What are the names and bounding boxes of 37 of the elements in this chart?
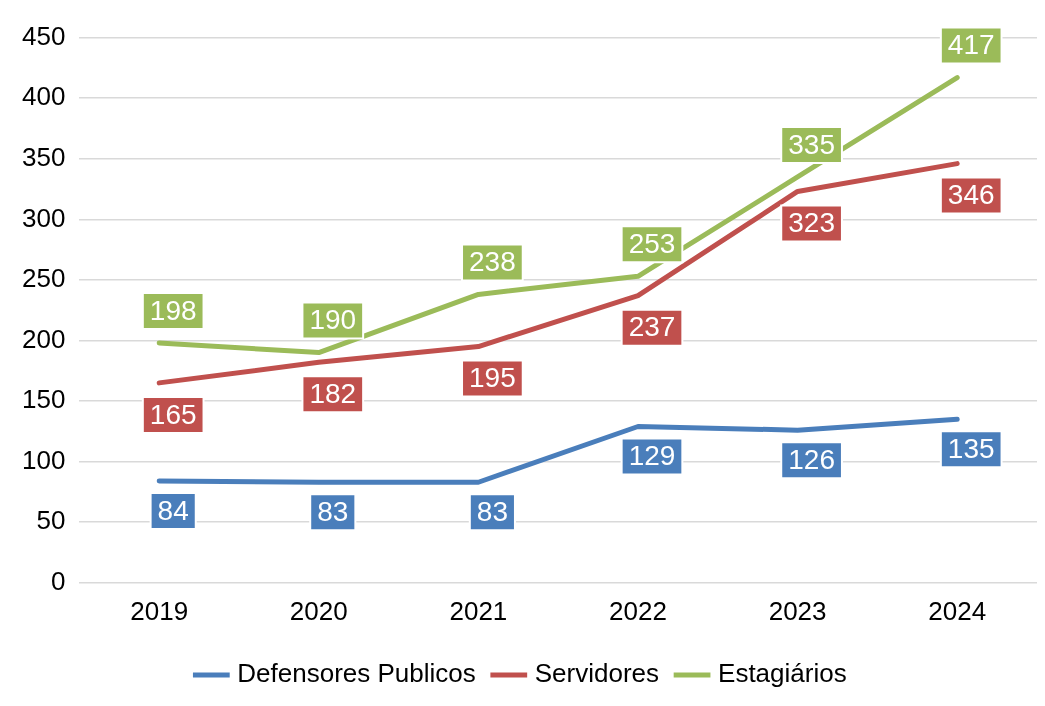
x-tick-label: 2019 xyxy=(130,595,189,626)
data-label: 198 xyxy=(149,294,197,326)
data-label: 126 xyxy=(788,443,835,475)
legend-label: Servidores xyxy=(534,658,660,689)
data-label: 182 xyxy=(309,378,357,410)
y-tick-label: 0 xyxy=(50,565,66,596)
data-label: 190 xyxy=(309,304,357,336)
data-label: 135 xyxy=(947,432,995,464)
x-tick-label: 2022 xyxy=(609,595,667,626)
legend-label: Defensores Publicos xyxy=(237,658,476,689)
data-label: 83 xyxy=(476,495,508,527)
data-label: 165 xyxy=(149,398,197,430)
y-tick-label: 50 xyxy=(36,505,66,536)
data-label: 195 xyxy=(469,362,516,394)
data-label: 129 xyxy=(628,440,676,472)
data-label: 323 xyxy=(788,207,835,239)
data-label: 238 xyxy=(469,246,516,278)
x-tick-label: 2020 xyxy=(289,595,348,626)
data-label: 84 xyxy=(157,494,189,526)
data-label: 83 xyxy=(317,495,349,527)
y-tick-label: 300 xyxy=(21,202,66,233)
y-tick-label: 200 xyxy=(21,323,66,354)
x-tick-label: 2024 xyxy=(928,595,987,626)
y-tick-label: 250 xyxy=(21,263,66,294)
legend-label: Estagiários xyxy=(718,658,847,689)
y-tick-label: 350 xyxy=(21,141,66,172)
x-tick-label: 2021 xyxy=(449,595,508,626)
y-tick-label: 400 xyxy=(21,81,66,112)
x-tick-label: 2023 xyxy=(768,595,827,626)
y-tick-label: 450 xyxy=(21,20,66,51)
data-label: 253 xyxy=(628,228,676,259)
data-label: 237 xyxy=(628,311,676,343)
data-label: 335 xyxy=(788,128,835,160)
data-label: 417 xyxy=(947,29,995,61)
data-label: 346 xyxy=(947,179,995,211)
y-tick-label: 150 xyxy=(21,384,66,415)
y-tick-label: 100 xyxy=(21,444,66,475)
